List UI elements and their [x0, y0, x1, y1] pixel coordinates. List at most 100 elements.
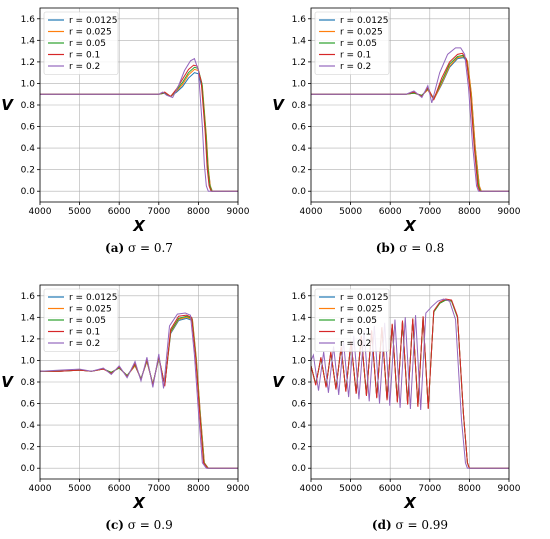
caption-letter: (b) — [376, 241, 396, 255]
y-tick-label: 0.8 — [292, 378, 307, 388]
subplot-caption: (a) σ = 0.7 — [105, 241, 173, 255]
x-tick-label: 9000 — [227, 207, 250, 217]
y-tick-label: 0.0 — [21, 187, 36, 197]
legend-label: r = 0.1 — [340, 51, 371, 61]
x-tick-label: 9000 — [498, 484, 521, 494]
y-tick-label: 0.2 — [21, 166, 35, 176]
y-tick-label: 0.4 — [21, 421, 36, 431]
y-tick-label: 1.4 — [292, 313, 307, 323]
y-tick-label: 1.6 — [21, 292, 36, 302]
caption-text: σ = 0.7 — [124, 241, 173, 255]
legend-label: r = 0.2 — [69, 62, 100, 72]
x-tick-label: 7000 — [418, 207, 441, 217]
y-tick-label: 1.2 — [21, 335, 35, 345]
legend-label: r = 0.0125 — [340, 293, 388, 303]
legend-label: r = 0.05 — [340, 316, 377, 326]
x-axis-label: X — [403, 217, 417, 235]
legend-label: r = 0.2 — [340, 62, 371, 72]
y-tick-label: 0.6 — [21, 123, 36, 133]
x-tick-label: 4000 — [29, 207, 52, 217]
series-line-1 — [311, 55, 509, 192]
x-tick-label: 8000 — [458, 207, 481, 217]
legend-label: r = 0.025 — [340, 28, 383, 38]
x-tick-label: 4000 — [29, 484, 52, 494]
x-tick-label: 6000 — [379, 484, 402, 494]
y-tick-label: 0.8 — [21, 378, 36, 388]
x-tick-label: 7000 — [147, 207, 170, 217]
legend-box — [43, 288, 119, 352]
y-tick-label: 1.2 — [292, 335, 306, 345]
subplot-b: 4000 5000 6000 7000 8000 9000 0.0 0.2 0.4 0.6 0.8 1… — [272, 7, 521, 255]
legend-label: r = 0.05 — [340, 39, 377, 49]
y-tick-label: 0.6 — [292, 400, 307, 410]
y-tick-label: 0.6 — [292, 123, 307, 133]
y-tick-label: 1.2 — [21, 58, 35, 68]
legend-label: r = 0.2 — [69, 339, 100, 349]
x-tick-label: 5000 — [68, 207, 91, 217]
y-tick-label: 0.2 — [292, 166, 306, 176]
x-tick-label: 6000 — [108, 207, 131, 217]
y-tick-label: 1.0 — [292, 79, 307, 89]
y-tick-label: 0.4 — [21, 144, 36, 154]
y-tick-label: 0.8 — [21, 101, 36, 111]
legend-label: r = 0.05 — [69, 39, 106, 49]
legend-label: r = 0.1 — [69, 328, 100, 338]
x-tick-label: 8000 — [187, 484, 210, 494]
x-axis-label: X — [403, 494, 417, 512]
y-tick-label: 0.0 — [292, 187, 307, 197]
legend-label: r = 0.0125 — [340, 16, 388, 26]
legend-label: r = 0.05 — [69, 316, 106, 326]
legend-label: r = 0.1 — [69, 51, 100, 61]
x-tick-label: 5000 — [339, 484, 362, 494]
legend-label: r = 0.025 — [340, 305, 383, 315]
legend-label: r = 0.1 — [340, 328, 371, 338]
legend-label: r = 0.025 — [69, 28, 112, 38]
y-tick-label: 0.8 — [292, 101, 307, 111]
caption-text: σ = 0.99 — [392, 518, 448, 532]
series-line-4 — [40, 57, 238, 192]
y-tick-label: 1.6 — [292, 15, 307, 25]
y-tick-label: 0.2 — [292, 443, 306, 453]
caption-text: σ = 0.8 — [395, 241, 444, 255]
x-tick-label: 6000 — [108, 484, 131, 494]
y-tick-label: 1.2 — [292, 58, 306, 68]
subplot-a: 4000 5000 6000 7000 8000 9000 0.0 0.2 0.4 0.6 0.8 1… — [1, 7, 250, 255]
caption-text: σ = 0.9 — [124, 518, 173, 532]
series-line-4 — [40, 312, 238, 469]
y-tick-label: 1.0 — [21, 79, 36, 89]
series-line-4 — [311, 47, 509, 192]
x-tick-label: 8000 — [458, 484, 481, 494]
x-tick-label: 4000 — [300, 207, 323, 217]
caption-letter: (d) — [372, 518, 392, 532]
legend-label: r = 0.025 — [69, 305, 112, 315]
series-line-0 — [311, 57, 509, 192]
x-tick-label: 7000 — [147, 484, 170, 494]
legend-box — [314, 288, 390, 352]
y-tick-label: 0.2 — [21, 443, 35, 453]
legend-box — [314, 11, 390, 75]
y-tick-label: 1.4 — [292, 36, 307, 46]
series-line-3 — [311, 52, 509, 192]
subplot-caption: (b) σ = 0.8 — [376, 241, 445, 255]
y-tick-label: 1.0 — [292, 356, 307, 366]
subplot-d: 4000 5000 6000 7000 8000 9000 0.0 0.2 0.4 0.6 0.8 1… — [272, 284, 521, 532]
y-tick-label: 0.4 — [292, 421, 307, 431]
x-tick-label: 9000 — [227, 484, 250, 494]
legend-label: r = 0.2 — [340, 339, 371, 349]
legend-label: r = 0.0125 — [69, 16, 117, 26]
y-tick-label: 1.6 — [21, 15, 36, 25]
series-line-2 — [40, 66, 238, 192]
x-axis-label: X — [132, 217, 146, 235]
x-axis-label: X — [132, 494, 146, 512]
y-tick-label: 1.4 — [21, 36, 36, 46]
y-axis-label: V — [1, 96, 14, 114]
y-tick-label: 1.4 — [21, 313, 36, 323]
y-axis-label: V — [272, 96, 285, 114]
x-tick-label: 8000 — [187, 207, 210, 217]
y-tick-label: 0.4 — [292, 144, 307, 154]
y-axis-label: V — [1, 373, 14, 391]
